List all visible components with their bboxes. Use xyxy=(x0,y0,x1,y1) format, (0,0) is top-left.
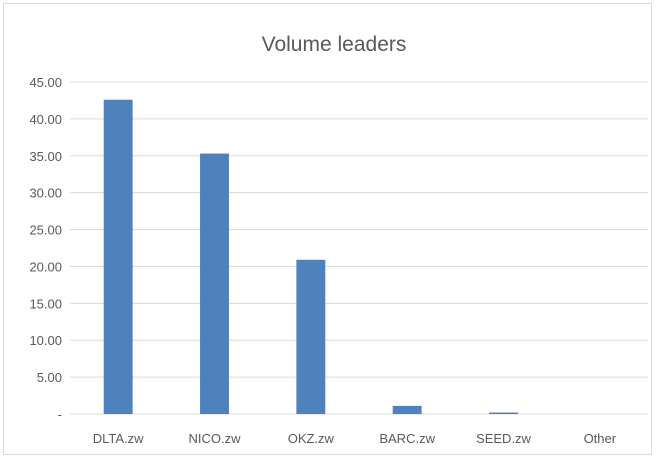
bars xyxy=(103,99,518,414)
chart-title: Volume leaders xyxy=(262,33,407,56)
bar-seed-zw xyxy=(489,412,518,414)
y-tick-label: 35.00 xyxy=(29,149,62,164)
y-tick-label: 45.00 xyxy=(29,75,62,90)
x-category-label: DLTA.zw xyxy=(93,431,144,446)
y-tick-label: 15.00 xyxy=(29,296,62,311)
y-axis-ticks: - 5.00 10.00 15.00 20.00 25.00 30.00 35.00 40.00… xyxy=(29,75,62,422)
y-tick-label: 5.00 xyxy=(37,370,62,385)
y-tick-label: 25.00 xyxy=(29,223,62,238)
bar-barc-zw xyxy=(392,405,422,414)
y-tick-label: 40.00 xyxy=(29,112,62,127)
x-category-label: NICO.zw xyxy=(189,431,242,446)
x-category-label: Other xyxy=(584,431,617,446)
x-axis-categories: DLTA.zw NICO.zw OKZ.zw BARC.zw SEED.zw Other xyxy=(93,431,617,446)
gridlines xyxy=(70,81,648,415)
x-category-label: BARC.zw xyxy=(379,431,435,446)
y-tick-label: 10.00 xyxy=(29,333,62,348)
bar-okz-zw xyxy=(296,259,326,414)
bar-dlta-zw xyxy=(103,99,133,414)
y-tick-label: 20.00 xyxy=(29,259,62,274)
x-category-label: SEED.zw xyxy=(476,431,532,446)
y-tick-label: - xyxy=(58,407,62,422)
bar-nico-zw xyxy=(200,153,229,414)
y-tick-label: 30.00 xyxy=(29,186,62,201)
x-category-label: OKZ.zw xyxy=(288,431,335,446)
